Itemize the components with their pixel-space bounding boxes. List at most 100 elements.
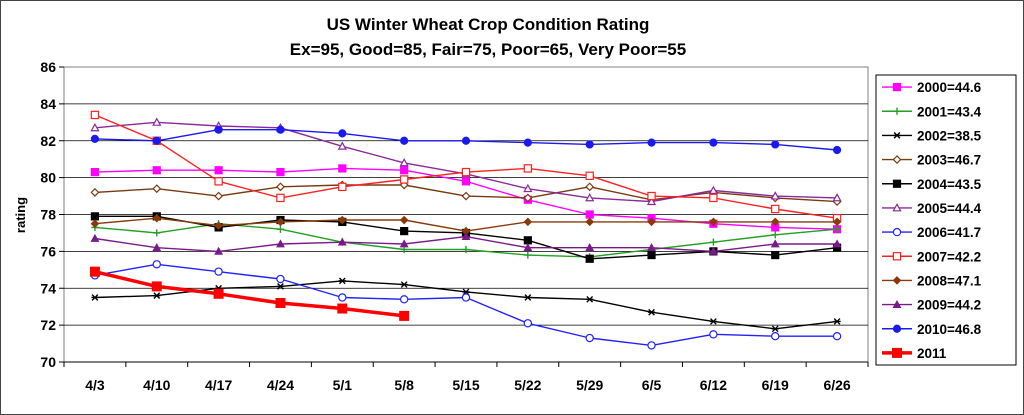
- data-point: [276, 225, 285, 233]
- legend-marker: [892, 203, 902, 212]
- data-point: [214, 166, 223, 175]
- data-point: [709, 193, 718, 203]
- data-point: [523, 243, 533, 252]
- data-point: [770, 191, 780, 200]
- data-point: [276, 217, 285, 227]
- data-point: [338, 293, 347, 302]
- data-point: [276, 182, 285, 192]
- series-2010: [90, 125, 842, 155]
- y-tick-label: 78: [40, 207, 56, 223]
- data-point: [524, 251, 532, 259]
- data-point: [152, 166, 161, 175]
- data-point: [461, 191, 471, 201]
- legend-label: 2009=44.2: [917, 298, 981, 313]
- legend-label: 2005=44.4: [917, 201, 982, 216]
- data-point: [585, 182, 595, 192]
- x-tick-label: 5/8: [394, 377, 414, 393]
- x-tick-label: 5/15: [452, 377, 479, 393]
- data-point: [153, 292, 161, 299]
- data-point: [338, 182, 347, 192]
- data-point: [771, 140, 780, 149]
- data-point: [90, 219, 100, 229]
- data-point: [91, 294, 99, 301]
- x-tick-label: 6/26: [823, 377, 850, 393]
- data-point: [152, 136, 161, 145]
- data-point: [214, 221, 223, 230]
- data-point: [523, 138, 532, 147]
- y-tick-label: 74: [40, 280, 56, 296]
- data-point: [647, 308, 656, 316]
- data-point: [647, 250, 656, 260]
- data-point: [461, 293, 471, 302]
- data-point: [90, 123, 100, 132]
- legend-label: 2006=41.7: [917, 225, 981, 240]
- data-point: [152, 260, 161, 269]
- data-point: [400, 281, 408, 288]
- data-point: [153, 229, 161, 237]
- x-tick-label: 5/29: [576, 377, 603, 393]
- legend: 2000=44.6 2001=43.4 2002=38.5 2003=46.7 2004…: [875, 74, 1017, 366]
- data-point: [152, 117, 162, 126]
- data-point: [585, 171, 594, 180]
- data-point: [461, 136, 471, 145]
- data-point: [275, 298, 286, 308]
- y-tick-label: 76: [40, 243, 56, 259]
- data-point: [524, 294, 532, 301]
- data-point: [709, 330, 718, 339]
- data-point: [399, 310, 410, 321]
- data-point: [89, 266, 100, 277]
- legend-label: 2008=47.1: [917, 273, 982, 288]
- legend-marker: [892, 276, 902, 285]
- data-point: [151, 281, 162, 292]
- data-point: [585, 140, 594, 149]
- x-tick-label: 5/22: [514, 377, 541, 393]
- legend-label: 2010=46.8: [917, 322, 982, 337]
- legend-marker: [892, 252, 902, 261]
- data-point: [770, 239, 780, 248]
- legend-marker: [892, 82, 902, 92]
- legend-label: 2004=43.5: [917, 177, 982, 192]
- y-tick-label: 86: [40, 59, 56, 75]
- series-2011: [89, 266, 410, 321]
- data-point: [647, 191, 656, 201]
- data-point: [338, 164, 347, 173]
- data-point: [90, 110, 100, 120]
- data-point: [90, 187, 100, 197]
- legend-label: 2001=43.4: [917, 104, 982, 119]
- data-point: [585, 254, 594, 263]
- data-point: [832, 331, 842, 341]
- data-point: [276, 239, 285, 248]
- legend-label: 2002=38.5: [917, 128, 982, 143]
- data-point: [832, 193, 842, 202]
- data-point: [709, 217, 718, 227]
- data-point: [399, 215, 409, 225]
- data-point: [276, 283, 285, 290]
- x-tick-label: 5/1: [333, 377, 353, 393]
- y-tick-label: 84: [40, 96, 56, 112]
- data-point: [400, 166, 409, 175]
- data-point: [337, 237, 347, 246]
- data-point: [647, 243, 656, 252]
- legend-marker: [892, 299, 902, 308]
- data-point: [152, 243, 162, 252]
- data-point: [90, 233, 100, 242]
- data-point: [276, 274, 285, 284]
- data-point: [771, 204, 780, 214]
- data-point: [152, 184, 162, 194]
- data-point: [709, 238, 717, 246]
- data-point: [461, 167, 471, 177]
- data-point: [586, 295, 594, 303]
- legend-marker: [892, 155, 902, 165]
- data-point: [523, 319, 533, 328]
- data-point: [647, 217, 656, 227]
- y-axis-label: rating: [13, 197, 28, 233]
- data-point: [338, 129, 347, 138]
- data-point: [647, 138, 656, 147]
- chart-title: US Winter Wheat Crop Condition Rating: [327, 15, 650, 34]
- data-point: [708, 185, 719, 195]
- series-2008: [90, 213, 842, 236]
- data-point: [770, 217, 780, 227]
- data-point: [90, 134, 100, 144]
- data-point: [832, 145, 842, 155]
- y-tick-label: 80: [40, 170, 56, 186]
